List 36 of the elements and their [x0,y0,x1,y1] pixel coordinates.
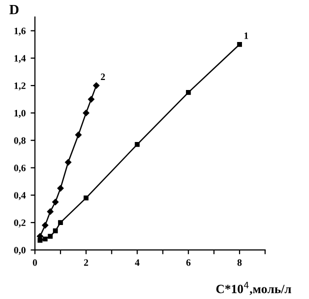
y-tick-label: 1,4 [14,55,26,64]
point [65,159,72,166]
point [47,208,54,215]
x-tick-label: 0 [32,259,37,266]
series-label: 2 [100,74,105,80]
x-tick-label: 2 [84,259,88,266]
point [52,228,58,234]
y-tick-label: 0,4 [14,192,26,200]
y-tick-label: 0,0 [14,246,26,255]
point [52,198,59,206]
y-tick-label: 1,0 [14,110,26,118]
point [57,185,64,192]
y-tick-label: 0,8 [14,137,26,146]
point [38,238,42,243]
x-tick-label: 6 [186,259,191,266]
point [237,42,242,47]
y-tick-label: 1,2 [14,82,26,90]
y-tick-label: 0,6 [14,164,26,173]
point [58,220,63,225]
point [82,110,90,116]
point [88,96,94,102]
y-tick-label: 1,6 [14,28,26,36]
point [75,132,82,138]
point [42,222,48,228]
point [48,234,53,239]
point [84,195,89,200]
x-axis-title: C*10$^{4}$,моль/л [216,282,292,296]
point [186,90,191,95]
x-tick-label: 4 [134,259,140,266]
y-axis-title: D [9,4,19,14]
series-label: 1 [244,32,248,39]
x-tick-label: 8 [237,259,242,266]
y-tick-label: 0,2 [14,219,26,228]
point [93,82,100,89]
point [134,142,140,147]
point [42,236,48,242]
